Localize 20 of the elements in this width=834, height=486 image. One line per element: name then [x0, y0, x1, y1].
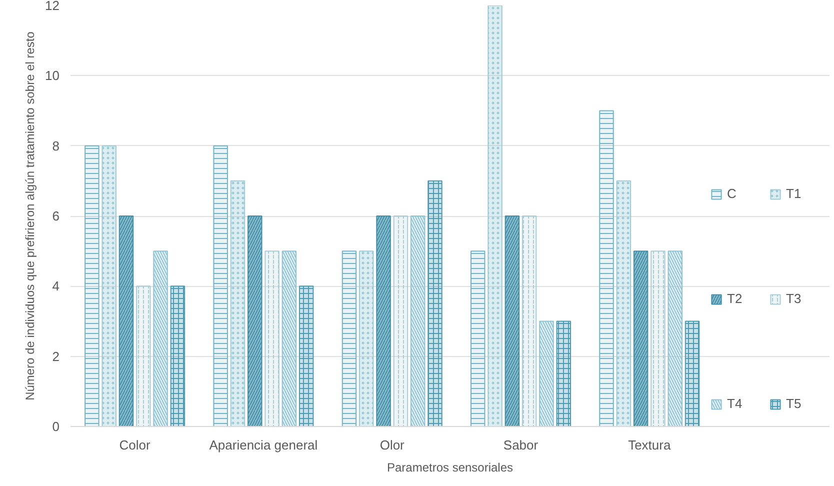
x-tick-label: Olor — [380, 438, 406, 452]
y-axis-title: Número de individuos que prefirieron algún tratamiento sobre el resto — [23, 31, 38, 400]
legend-label: T4 — [727, 396, 744, 411]
y-tick-label: 6 — [52, 208, 60, 224]
legend-label: T1 — [786, 186, 802, 201]
y-tick-label: 2 — [52, 348, 60, 364]
y-tick-label: 0 — [52, 419, 60, 434]
x-tick-label: Textura — [628, 438, 672, 452]
legend-label: T2 — [727, 291, 744, 306]
y-tick-label: 12 — [45, 0, 60, 13]
x-axis-title: Parametros sensoriales — [386, 460, 514, 474]
x-tick-label: Apariencia general — [209, 438, 318, 452]
legend-label: T5 — [786, 396, 802, 411]
x-tick-label: Color — [119, 438, 152, 452]
legend-label: T3 — [786, 291, 802, 306]
y-tick-label: 4 — [52, 278, 60, 294]
y-tick-label: 8 — [52, 138, 60, 154]
legend-label: C — [727, 186, 738, 201]
y-tick-label: 10 — [45, 68, 60, 84]
x-tick-label: Sabor — [503, 438, 539, 452]
